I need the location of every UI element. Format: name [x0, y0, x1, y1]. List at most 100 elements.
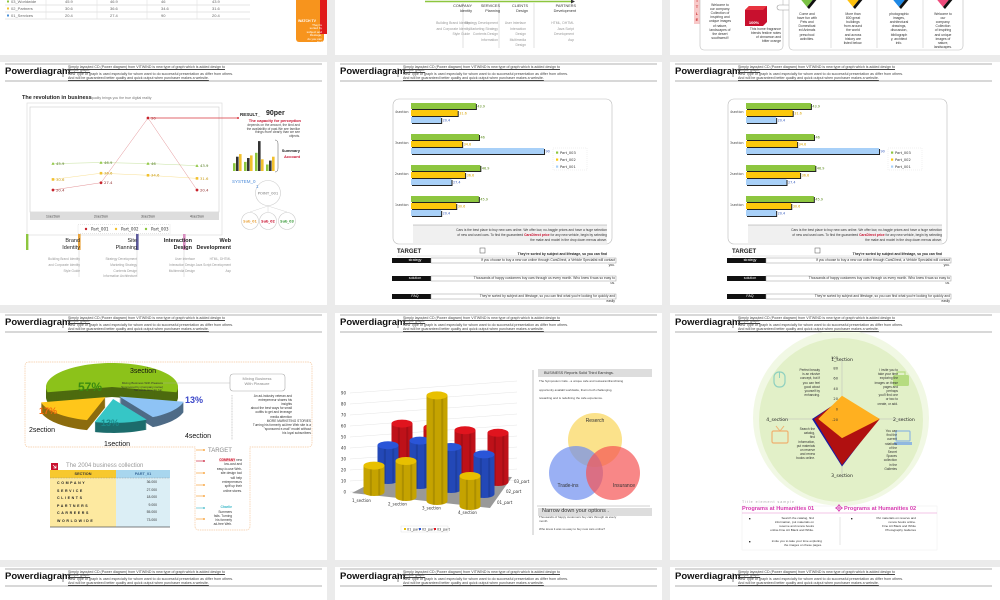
radar-note: find [809, 435, 815, 440]
slide-thumbnail[interactable] [670, 567, 1000, 600]
company-text: easy-to-use Web- [216, 466, 242, 471]
y-tick-label: 1section [730, 203, 744, 207]
bullet [851, 518, 853, 520]
compass-icon [835, 504, 843, 512]
card-text: our [940, 16, 946, 21]
row-text: If you choose to buy a new car online th… [816, 257, 950, 262]
row-label-box [727, 294, 766, 299]
data-label: 20.4 [443, 119, 451, 123]
card-text: 800 great [845, 16, 861, 21]
legend-swatch [891, 158, 894, 161]
table-body-part [116, 478, 170, 527]
radar-note: rotations [884, 441, 897, 446]
slide-thumbnail[interactable] [335, 0, 662, 55]
legend-label: Part_003 [560, 151, 576, 155]
header-desc: Simple graph. [403, 319, 426, 323]
note-line: of new and used cars. To find the guaran… [792, 232, 860, 237]
radar-note: concept, but if [800, 376, 820, 381]
pie-slice [46, 363, 178, 393]
diamond-icon [893, 0, 905, 7]
narrow-text: Thousands of happy customers buy cars th… [539, 515, 617, 519]
card-text: of inspiring [934, 28, 952, 33]
cylinder-top [459, 472, 481, 480]
data-label: 20.4 [200, 187, 209, 192]
series-line [52, 162, 198, 166]
table-cell-label: SERVICE [57, 488, 84, 493]
data-label: 34.6 [151, 173, 160, 178]
legend-swatch [7, 7, 9, 10]
category-item: Contents Design [113, 268, 137, 273]
legend-marker [114, 227, 118, 231]
radar-tick-label: 40 [833, 387, 838, 391]
service-item: Information [481, 37, 498, 42]
program-text: the images on these pages. [783, 543, 822, 548]
title-strip [694, 0, 700, 24]
system-label-2: 1 [256, 184, 259, 189]
cylinder-top [487, 428, 509, 437]
venn-label: Reserch [585, 418, 605, 424]
header-desc: Simple graph. [403, 573, 426, 577]
note-text: Cars is the best place to buy new cars o… [417, 228, 607, 243]
mini-bar [236, 156, 239, 171]
cylinder-body [363, 465, 385, 496]
row-text-box [430, 293, 617, 300]
service-title: COMPANY [453, 4, 472, 8]
row-text-box [765, 293, 952, 300]
title-letter: T [695, 4, 699, 9]
x-tick-label: 2section [94, 215, 108, 219]
row-text: If you choose to buy a new car online th… [481, 257, 615, 262]
computer-icon [895, 430, 911, 442]
pie-percent-label: 57% [77, 380, 103, 394]
mini-bar [239, 154, 242, 171]
data-point [146, 161, 150, 165]
cylinder-shade [493, 432, 505, 486]
data-label: 20.4 [443, 212, 451, 216]
header-desc: And will be guaranteed better quality an… [403, 581, 544, 585]
header-desc: New Type of graph is used especially for… [403, 577, 569, 581]
data-label: 20.4 [778, 119, 786, 123]
company-line: COMPANY new [219, 458, 242, 463]
table-cell-label: CLIENTS [57, 496, 84, 501]
y-tick-label: 30 [341, 457, 347, 462]
radar-note: of the [889, 445, 897, 450]
watch-tv-text: subject and [306, 29, 322, 34]
category-title: Identity [62, 245, 80, 251]
welcome-text: Welcome to [711, 3, 729, 7]
row-text: Thousands of happy customers buy cars th… [473, 275, 615, 280]
card-text: and unique [934, 32, 952, 37]
service-item: Contents Design [472, 32, 498, 36]
title-sample: Title element sample [742, 500, 796, 504]
data-label: 90 [881, 150, 885, 154]
bar [411, 103, 476, 109]
cell-value: 45.9 [65, 0, 73, 4]
bar [746, 203, 792, 209]
radar-note: enhancing. [804, 393, 820, 398]
row-text: They're sorted by subject and lifestage,… [479, 293, 615, 298]
radar-tick-label: -20 [832, 418, 839, 422]
bullet [749, 541, 751, 543]
pie-slice-group [94, 398, 147, 433]
gridline [349, 380, 518, 394]
bar [746, 141, 798, 147]
slide-thumbnail[interactable] [0, 0, 327, 55]
header-desc: New Type of graph is used especially for… [68, 323, 234, 327]
slide-thumbnail[interactable] [0, 567, 327, 600]
program-text: Search the catalog, find [781, 516, 814, 520]
z-tick-label: 03_part [514, 479, 530, 484]
x-tick-label: 3section [141, 215, 155, 219]
program-text: online.Fine Art Black and White. [770, 528, 814, 533]
sub-node-label: Sub_01 [243, 220, 257, 224]
company-text: site design tool [220, 471, 242, 476]
slide-thumbnail[interactable] [335, 567, 662, 600]
note-line: the make and model in the drop down menu… [530, 237, 607, 242]
table-header-part [116, 470, 170, 478]
radar-note: You can [885, 429, 897, 433]
target-dot [203, 518, 205, 520]
cell-value: 34.6 [161, 5, 169, 11]
radar-note: Search the [799, 427, 815, 431]
data-point [99, 160, 103, 164]
watch-tv-strip [320, 0, 327, 34]
legend-label: Part_003 [151, 227, 169, 232]
mini-bar [233, 163, 236, 171]
row-text-box [765, 257, 952, 264]
